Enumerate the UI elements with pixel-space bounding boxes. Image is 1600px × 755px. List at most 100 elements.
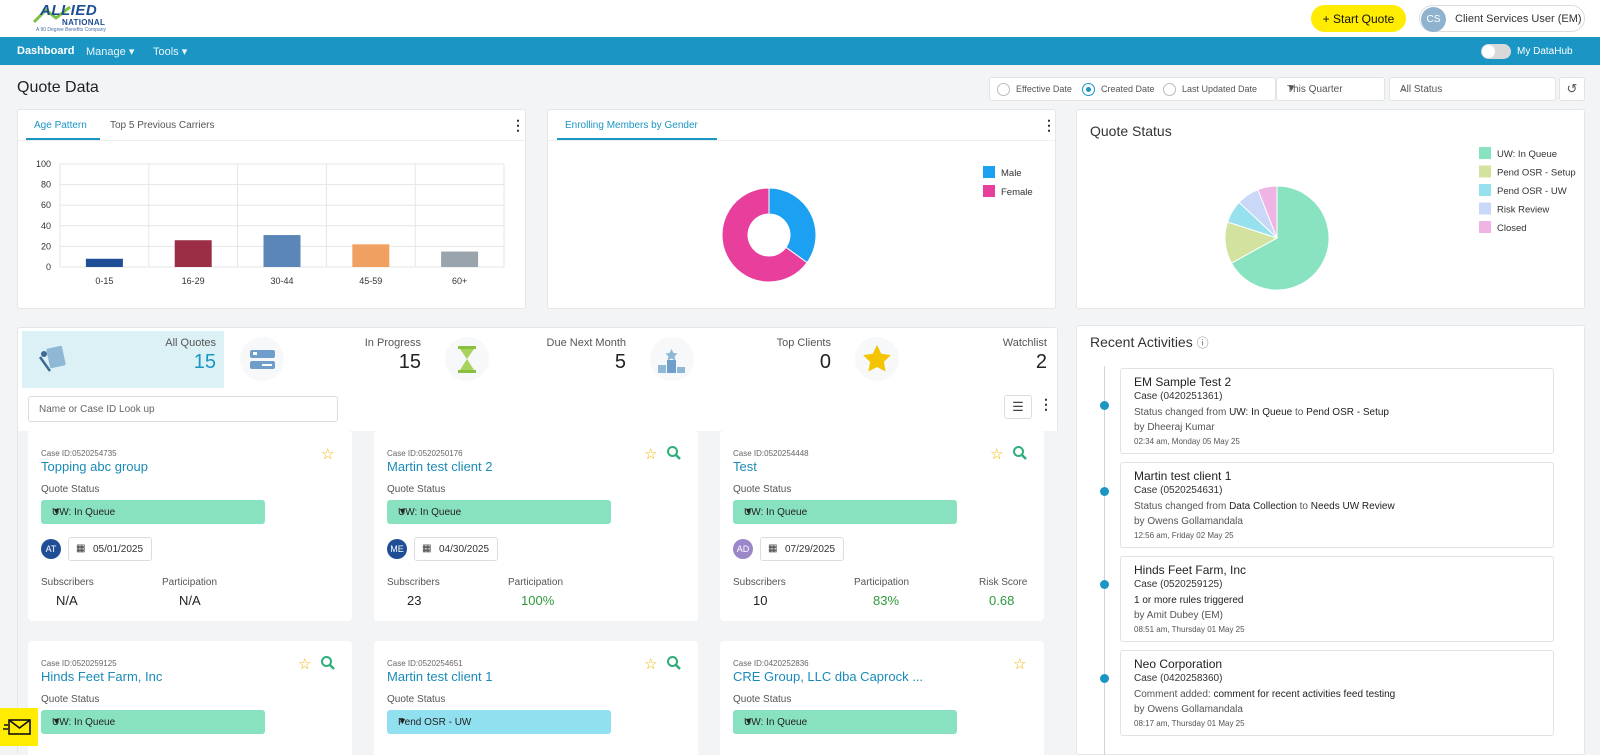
quote-status-select[interactable]: UW: In Queue ▼ xyxy=(387,500,611,524)
case-name-link[interactable]: Topping abc group xyxy=(41,459,148,474)
active-tab-indicator xyxy=(557,138,717,140)
stat-all-quotes[interactable]: All Quotes 15 xyxy=(22,331,224,388)
stat-value: 0 xyxy=(819,351,831,373)
radio-effective-date[interactable] xyxy=(997,83,1010,96)
activity-title: Neo Corporation xyxy=(1134,657,1223,671)
watchlist-star-icon[interactable]: ☆ xyxy=(1013,656,1027,673)
nav-dashboard[interactable]: Dashboard xyxy=(17,45,75,57)
tab-gender[interactable]: Enrolling Members by Gender xyxy=(565,120,698,131)
legend-swatch xyxy=(1479,165,1491,178)
case-name-link[interactable]: Hinds Feet Farm, Inc xyxy=(41,669,163,684)
quote-card[interactable]: Case ID:0520250176 Martin test client 2 … xyxy=(374,431,698,621)
x-tick-label: 0-15 xyxy=(95,276,113,286)
list-view-button[interactable]: ☰ xyxy=(1004,395,1032,419)
quote-card[interactable]: Case ID:0520259125 Hinds Feet Farm, Inc … xyxy=(28,641,352,755)
recent-activities-label: Recent Activities xyxy=(1090,334,1193,350)
main-nav: Dashboard Manage ▾ Tools ▾ My DataHub xyxy=(0,37,1600,65)
tab-divider xyxy=(548,140,1055,141)
stat-top-clients[interactable]: Top Clients 0 xyxy=(638,331,839,388)
tab-age-pattern[interactable]: Age Pattern xyxy=(34,120,87,131)
refresh-icon: ↺ xyxy=(1566,81,1578,96)
timeline-dot xyxy=(1100,401,1109,410)
quote-card[interactable]: Case ID:0520254735 Topping abc group ☆ Q… xyxy=(28,431,352,621)
quote-status-select[interactable]: UW: In Queue ▼ xyxy=(733,500,957,524)
activity-item[interactable]: Neo Corporation Case (0420258360) Commen… xyxy=(1120,650,1554,736)
watchlist-star-icon[interactable]: ☆ xyxy=(644,656,658,673)
subscribers-label: Subscribers xyxy=(387,577,440,588)
quote-card[interactable]: Case ID:0520254651 Martin test client 1 … xyxy=(374,641,698,755)
quote-status-select[interactable]: Pend OSR - UW ▼ xyxy=(387,710,611,734)
calendar-icon: ▦ xyxy=(76,543,86,554)
status-filter-select[interactable]: All Status ⌄ xyxy=(1389,77,1556,101)
review-search-icon[interactable] xyxy=(666,445,682,461)
review-search-icon[interactable] xyxy=(1012,445,1028,461)
stat-in-progress[interactable]: In Progress 15 xyxy=(228,331,429,388)
more-options-icon[interactable]: ⋮ xyxy=(511,117,525,133)
company-logo[interactable]: ALLIED NATIONAL A 90 Degree Benefits Com… xyxy=(32,2,122,34)
more-options-icon[interactable]: ⋮ xyxy=(1042,117,1056,133)
review-search-icon[interactable] xyxy=(320,655,336,671)
calendar-icon: ▦ xyxy=(422,543,432,554)
watchlist-star-icon[interactable]: ☆ xyxy=(298,656,312,673)
stat-value: 2 xyxy=(1035,351,1047,373)
user-menu[interactable]: CS Client Services User (EM) xyxy=(1419,5,1585,32)
legend-swatch xyxy=(983,185,995,197)
start-quote-button[interactable]: + Start Quote xyxy=(1311,5,1406,32)
quote-card[interactable]: Case ID:0420252836 CRE Group, LLC dba Ca… xyxy=(720,641,1044,755)
watchlist-star-icon[interactable]: ☆ xyxy=(990,446,1004,463)
pie-slice xyxy=(768,187,817,264)
datahub-toggle[interactable] xyxy=(1481,44,1511,59)
date-field[interactable]: ▦ 05/01/2025 xyxy=(68,537,152,561)
logo-swoosh-icon xyxy=(32,6,71,24)
stat-due-next-month[interactable]: Due Next Month 5 xyxy=(433,331,634,388)
activity-item[interactable]: Hinds Feet Farm, Inc Case (0520259125) 1… xyxy=(1120,556,1554,642)
quote-status-select[interactable]: UW: In Queue ▼ xyxy=(733,710,957,734)
nav-manage[interactable]: Manage ▾ xyxy=(86,45,134,58)
chevron-down-icon: ⌄ xyxy=(1400,83,1408,93)
quote-status-pie-chart: UW: In Queue Pend OSR - Setup Pend OSR - U… xyxy=(1224,147,1576,291)
participation-value: 83% xyxy=(873,593,900,608)
status-value: UW: In Queue xyxy=(398,507,462,518)
quote-status-panel: Quote Status UW: In Queue Pend OSR - Setu… xyxy=(1076,109,1585,309)
quote-status-label: Quote Status xyxy=(733,694,792,705)
quote-status-label: Quote Status xyxy=(41,484,100,495)
recent-activities-title: Recent Activities ⓘ xyxy=(1090,334,1209,351)
status-value: UW: In Queue xyxy=(52,507,116,518)
legend-swatch xyxy=(983,166,995,178)
quote-card[interactable]: Case ID:0520254448 Test ☆ Quote Status U… xyxy=(720,431,1044,621)
desc-to: Pend OSR - Setup xyxy=(1306,407,1389,418)
caret-down-icon: ▼ xyxy=(52,506,61,516)
radio-last-updated[interactable] xyxy=(1163,83,1176,96)
activity-item[interactable]: Martin test client 1 Case (0520254631) S… xyxy=(1120,462,1554,548)
more-options-icon[interactable]: ⋮ xyxy=(1039,396,1053,412)
case-name-link[interactable]: CRE Group, LLC dba Caprock ... xyxy=(733,669,924,684)
case-name-link[interactable]: Martin test client 1 xyxy=(387,669,493,684)
case-name-link[interactable]: Martin test client 2 xyxy=(387,459,493,474)
case-search-input[interactable] xyxy=(28,396,338,422)
activity-title: Hinds Feet Farm, Inc xyxy=(1134,563,1247,577)
y-tick-label: 0 xyxy=(46,262,51,272)
tab-previous-carriers[interactable]: Top 5 Previous Carriers xyxy=(110,120,215,131)
stat-watchlist[interactable]: Watchlist 2 xyxy=(843,331,1055,388)
watchlist-star-icon[interactable]: ☆ xyxy=(644,446,658,463)
date-field[interactable]: ▦ 07/29/2025 xyxy=(760,537,844,561)
activity-author: by Dheeraj Kumar xyxy=(1134,422,1215,433)
watchlist-star-icon[interactable]: ☆ xyxy=(321,446,335,463)
page-title: Quote Data xyxy=(17,79,99,96)
review-search-icon[interactable] xyxy=(666,655,682,671)
case-name-link[interactable]: Test xyxy=(733,459,757,474)
gender-donut-chart: Male Female xyxy=(721,166,1033,283)
activity-case: Case (0420251361) xyxy=(1134,391,1223,402)
quote-status-select[interactable]: UW: In Queue ▼ xyxy=(41,710,265,734)
quote-status-label: Quote Status xyxy=(387,694,446,705)
reset-filter-button[interactable]: ↺ xyxy=(1559,77,1585,101)
activity-item[interactable]: EM Sample Test 2 Case (0420251361) Statu… xyxy=(1120,368,1554,454)
info-icon[interactable]: ⓘ xyxy=(1196,336,1209,350)
radio-created-date[interactable] xyxy=(1082,83,1095,96)
quote-status-select[interactable]: UW: In Queue ▼ xyxy=(41,500,265,524)
quote-cards-grid: Case ID:0520254735 Topping abc group ☆ Q… xyxy=(18,431,1059,755)
message-button[interactable] xyxy=(0,708,38,746)
date-field[interactable]: ▦ 04/30/2025 xyxy=(414,537,498,561)
period-select[interactable]: This Quarter ▼ xyxy=(1276,77,1385,101)
nav-tools[interactable]: Tools ▾ xyxy=(153,45,187,58)
